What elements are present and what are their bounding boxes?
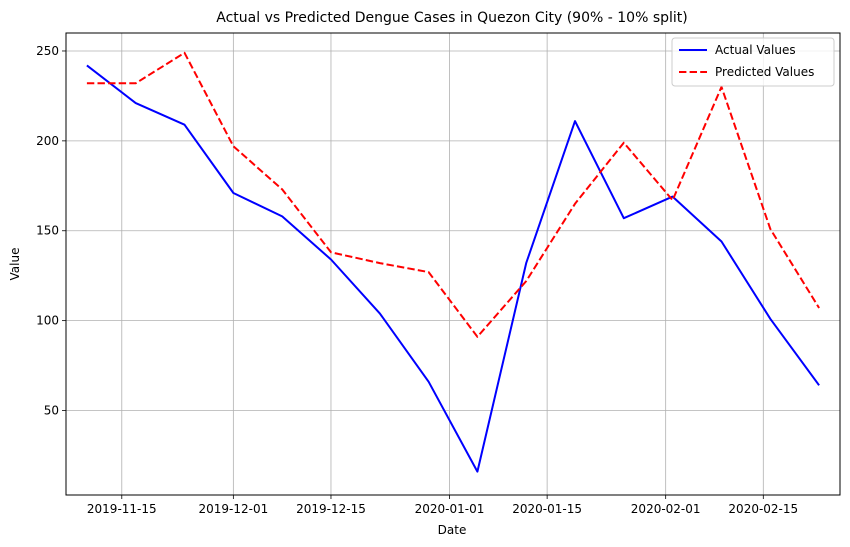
legend-label: Predicted Values: [715, 65, 814, 79]
legend: Actual Values Predicted Values: [671, 37, 835, 87]
legend-box: [671, 37, 835, 87]
y-axis-label: Value: [8, 248, 22, 281]
x-axis-ticks: 2019-11-15 2019-12-01 2019-12-15 2020-01-01…: [87, 495, 798, 516]
y-tick-label: 50: [44, 404, 59, 418]
y-axis-ticks: 50 100 150 200 250: [36, 44, 66, 418]
series-line-predicted: [86, 51, 820, 338]
x-tick-label: 2019-12-01: [198, 502, 268, 516]
x-tick-label: 2020-01-15: [512, 502, 582, 516]
chart-title: Actual vs Predicted Dengue Cases in Quez…: [216, 10, 687, 26]
x-tick-label: 2020-02-15: [728, 502, 798, 516]
legend-label: Actual Values: [715, 43, 796, 57]
x-tick-label: 2020-01-01: [415, 502, 485, 516]
x-tick-label: 2019-12-15: [296, 502, 366, 516]
y-tick-label: 200: [36, 134, 59, 148]
x-tick-label: 2020-02-01: [631, 502, 701, 516]
series-lines: [86, 51, 820, 473]
x-axis-label: Date: [438, 523, 467, 537]
y-tick-label: 150: [36, 224, 59, 238]
plot-frame: [65, 32, 841, 496]
y-tick-label: 100: [36, 314, 59, 328]
x-tick-label: 2019-11-15: [87, 502, 157, 516]
series-line-actual: [86, 64, 820, 473]
y-tick-label: 250: [36, 44, 59, 58]
